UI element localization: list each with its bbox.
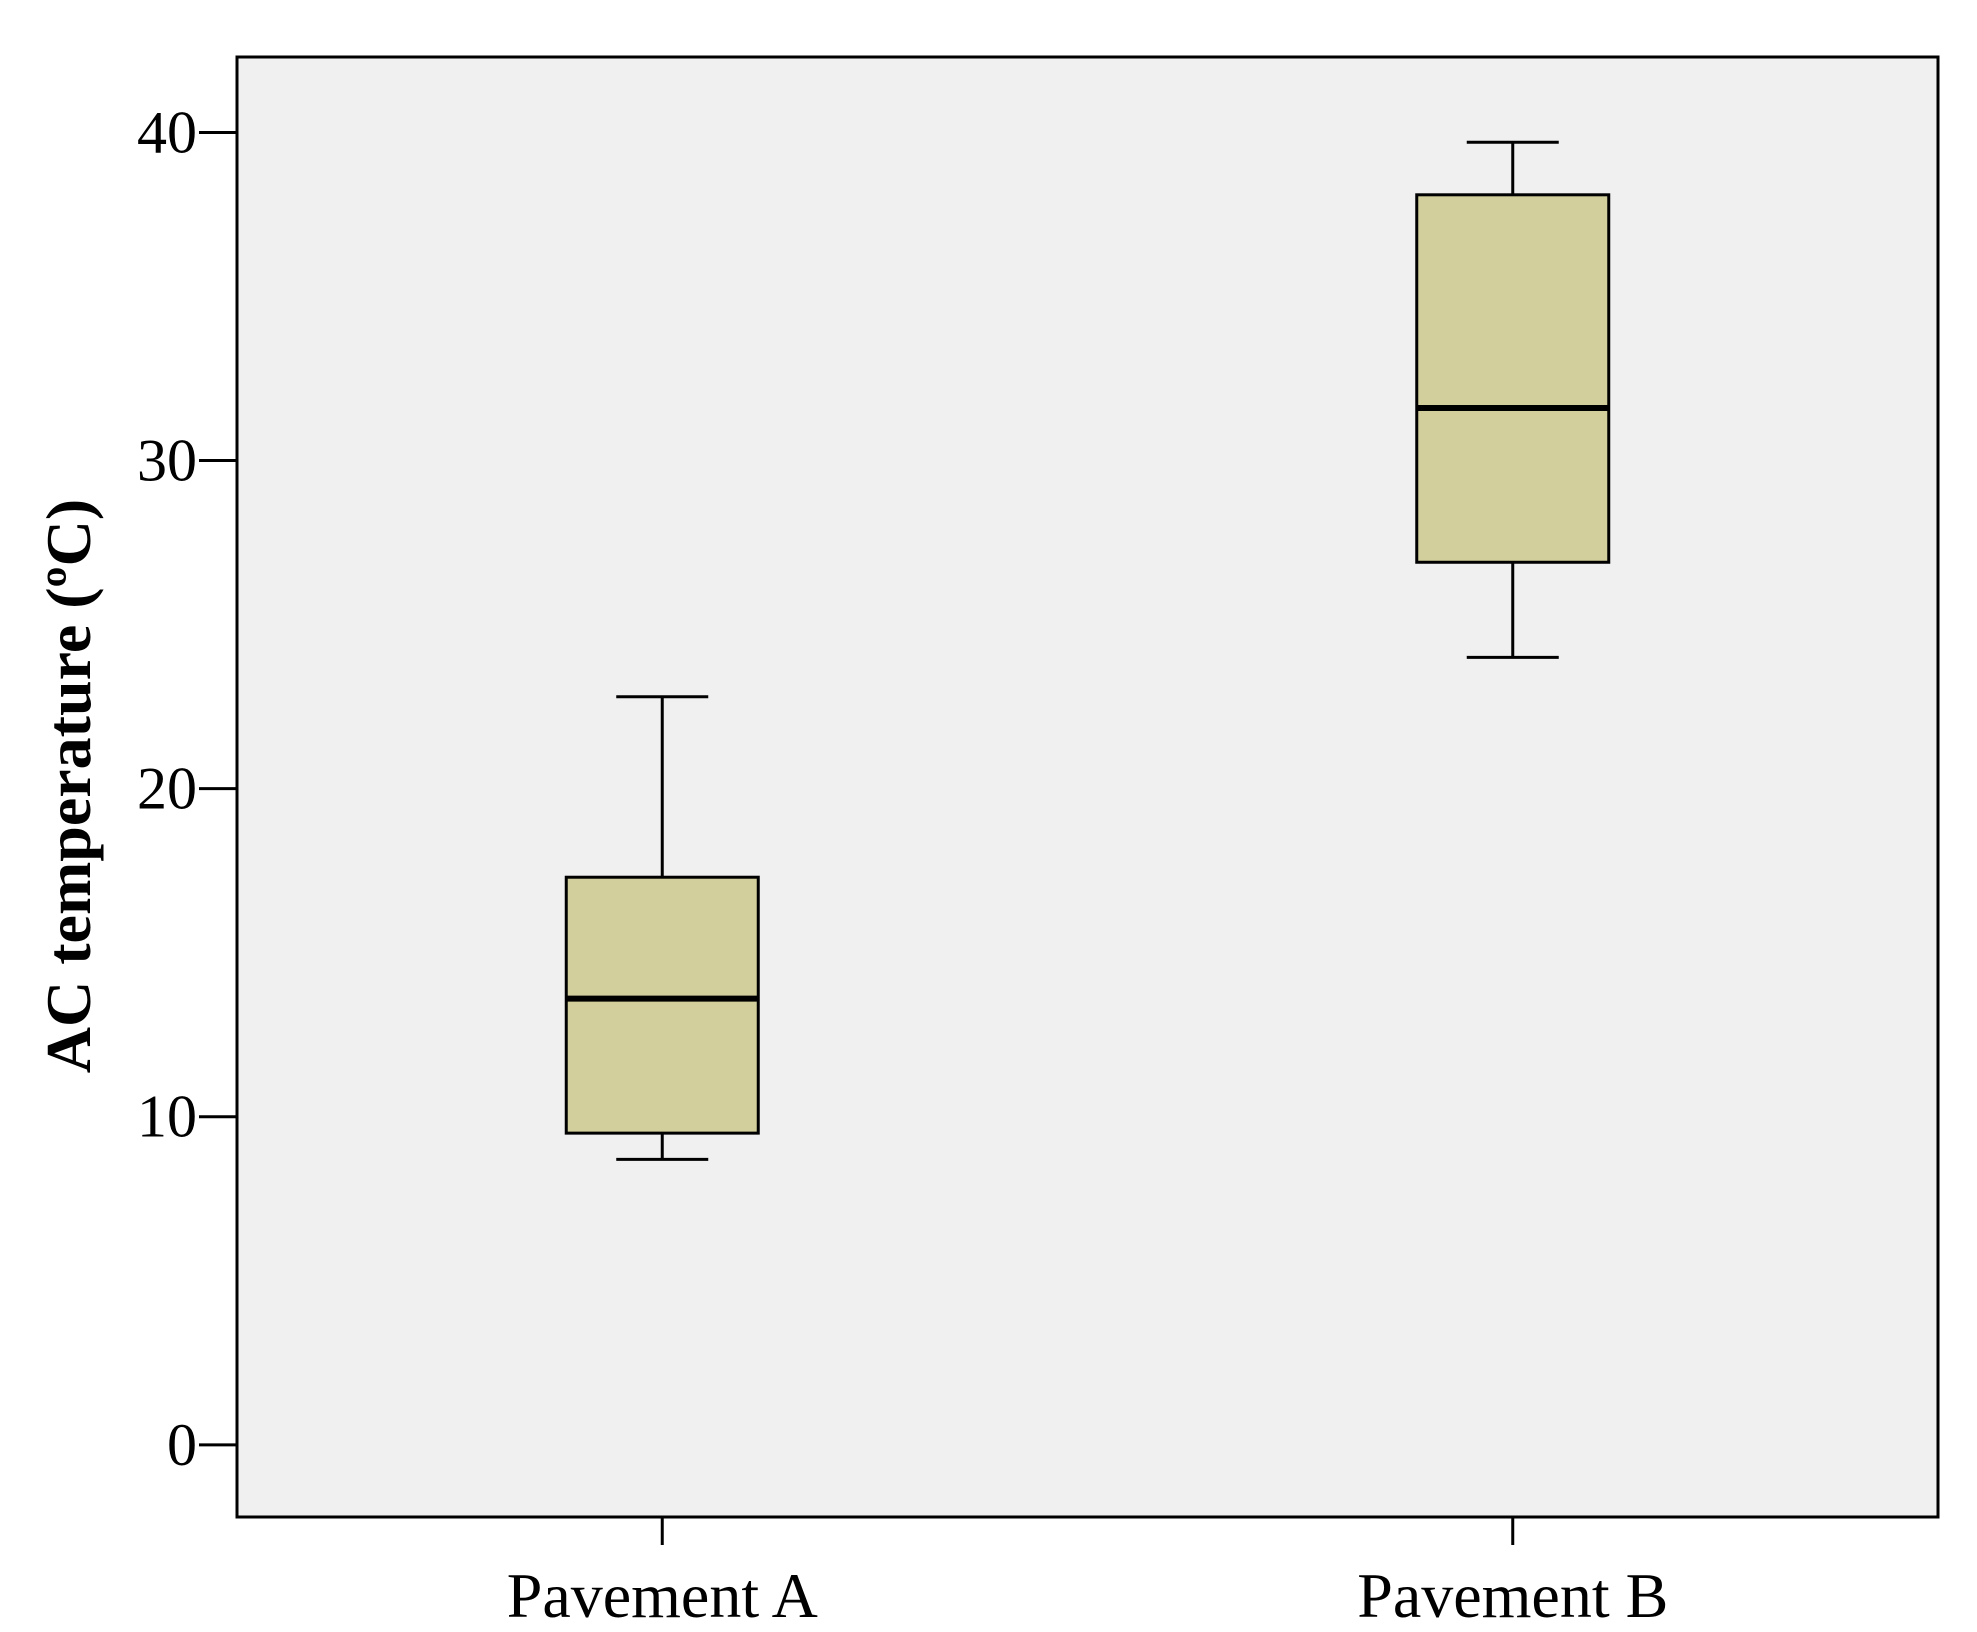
iqr-box bbox=[564, 875, 760, 1135]
y-axis-ticks: 0 10 20 30 40 bbox=[137, 99, 237, 1478]
x-tick-label: Pavement A bbox=[507, 1560, 818, 1631]
y-tick-label: 20 bbox=[137, 756, 197, 822]
x-axis-ticks: Pavement A Pavement B bbox=[507, 1517, 1668, 1631]
box-group bbox=[1415, 140, 1611, 659]
box-series bbox=[564, 140, 1611, 1161]
y-tick-label: 40 bbox=[137, 99, 197, 165]
y-axis-title: AC temperature (ºC) bbox=[33, 499, 104, 1073]
iqr-box bbox=[1415, 193, 1611, 564]
x-tick-label: Pavement B bbox=[1357, 1560, 1668, 1631]
y-tick-label: 30 bbox=[137, 428, 197, 494]
y-tick-label: 0 bbox=[167, 1412, 197, 1478]
plot-area bbox=[235, 55, 1940, 1519]
y-tick-label: 10 bbox=[137, 1084, 197, 1150]
box-group bbox=[564, 695, 760, 1161]
